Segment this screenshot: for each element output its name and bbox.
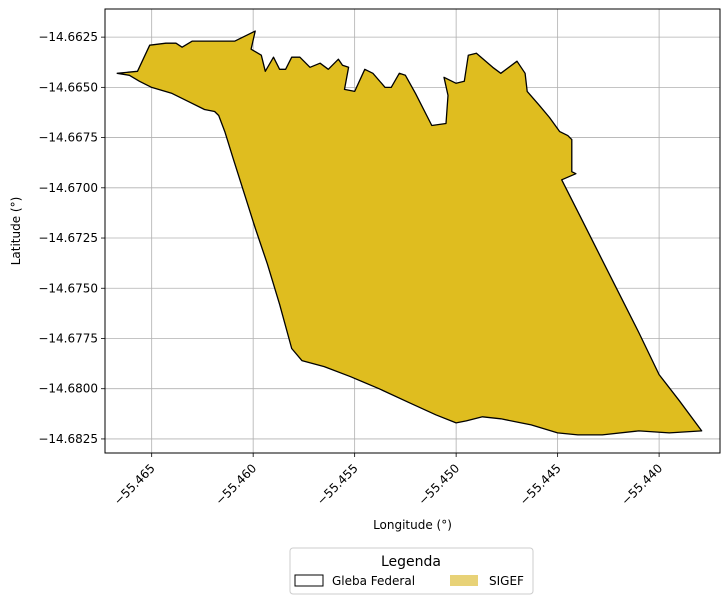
x-tick-label: −55.460 — [213, 461, 260, 508]
y-tick-label: −14.6750 — [38, 281, 98, 295]
y-tick-label: −14.6650 — [38, 80, 98, 94]
legend-label-gleba-federal: Gleba Federal — [332, 574, 415, 588]
y-axis-ticks: −14.6625 −14.6650 −14.6675 −14.6700 −14.6725… — [38, 30, 105, 446]
y-tick-label: −14.6775 — [38, 331, 98, 345]
x-tick-label: −55.465 — [111, 461, 158, 508]
y-tick-label: −14.6725 — [38, 231, 98, 245]
legend-swatch-gleba-federal — [294, 574, 324, 587]
gleba-federal-layer — [116, 30, 703, 436]
y-tick-label: −14.6800 — [38, 382, 98, 396]
legend: Legenda Gleba Federal SIGEF — [289, 547, 534, 595]
plot-frame — [104, 8, 721, 454]
legend-swatch-sigef — [450, 575, 478, 586]
y-tick-label: −14.6625 — [38, 30, 98, 44]
y-tick-label: −14.6825 — [38, 432, 98, 446]
x-axis-label: Longitude (°) — [373, 518, 452, 532]
y-tick-label: −14.6700 — [38, 181, 98, 195]
x-tick-label: −55.445 — [517, 461, 564, 508]
gleba-federal-polygon — [116, 30, 703, 436]
x-tick-label: −55.450 — [416, 461, 463, 508]
legend-label-sigef: SIGEF — [489, 574, 524, 588]
x-tick-label: −55.455 — [314, 461, 361, 508]
legend-title: Legenda — [381, 554, 441, 570]
y-axis-label: Latitude (°) — [9, 197, 23, 266]
y-tick-label: −14.6675 — [38, 131, 98, 145]
x-tick-label: −55.440 — [619, 461, 666, 508]
x-axis-ticks: −55.465 −55.460 −55.455 −55.450 −55.445 −55.4… — [111, 453, 665, 508]
